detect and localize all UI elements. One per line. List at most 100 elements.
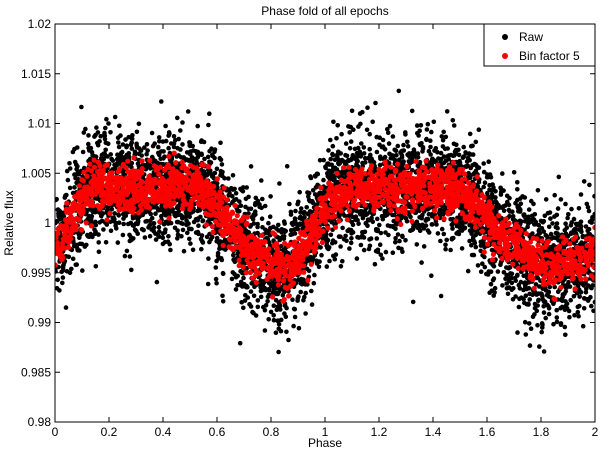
raw-point	[367, 131, 373, 137]
raw-point	[127, 232, 132, 238]
raw-point	[131, 236, 136, 241]
raw-point	[156, 135, 162, 140]
raw-point	[304, 205, 310, 210]
raw-point	[587, 182, 592, 188]
raw-point	[500, 283, 505, 288]
raw-point	[310, 256, 316, 262]
raw-point	[283, 228, 289, 234]
raw-point	[127, 254, 133, 259]
raw-point	[564, 285, 569, 290]
raw-point	[166, 234, 171, 239]
raw-point	[315, 171, 321, 177]
raw-point	[592, 299, 595, 305]
raw-point	[401, 159, 406, 164]
raw-point	[278, 307, 283, 312]
raw-point	[527, 343, 533, 348]
raw-point	[108, 152, 113, 157]
raw-point	[87, 148, 92, 153]
raw-point	[199, 151, 204, 157]
raw-point	[251, 293, 257, 299]
raw-point	[123, 137, 128, 142]
raw-point	[121, 221, 126, 227]
raw-point	[212, 180, 217, 185]
raw-point	[332, 256, 338, 262]
raw-point	[378, 252, 384, 258]
raw-point	[187, 142, 192, 148]
raw-point	[443, 158, 449, 164]
raw-point	[243, 204, 248, 210]
raw-point	[443, 242, 448, 248]
raw-point	[213, 265, 219, 270]
raw-point	[324, 240, 330, 245]
raw-point	[491, 276, 497, 281]
raw-point	[281, 219, 287, 224]
raw-point	[98, 133, 103, 139]
raw-point	[193, 149, 199, 154]
raw-point	[81, 165, 87, 171]
raw-point	[551, 321, 556, 327]
raw-point	[535, 323, 540, 328]
raw-point	[546, 311, 552, 317]
raw-point	[218, 140, 223, 146]
raw-point	[109, 206, 115, 212]
raw-point	[332, 157, 338, 162]
raw-point	[374, 149, 380, 155]
raw-point	[275, 318, 280, 324]
raw-point	[143, 219, 148, 224]
raw-point	[255, 230, 260, 236]
raw-point	[205, 154, 211, 160]
raw-point	[198, 214, 203, 220]
raw-point	[481, 161, 487, 166]
raw-point	[486, 159, 492, 164]
raw-point	[441, 129, 447, 135]
raw-point	[233, 287, 239, 292]
raw-point	[583, 290, 589, 295]
raw-point	[157, 139, 162, 144]
raw-point	[307, 198, 313, 204]
raw-point	[577, 294, 582, 299]
raw-point	[361, 145, 367, 150]
raw-point	[121, 155, 127, 160]
raw-point	[306, 268, 312, 274]
raw-point	[456, 152, 462, 158]
raw-point	[273, 330, 279, 336]
raw-point	[273, 290, 278, 296]
raw-point	[77, 248, 82, 253]
raw-point	[367, 237, 372, 242]
raw-point	[99, 156, 104, 162]
raw-point	[532, 301, 538, 307]
raw-point	[539, 226, 545, 231]
raw-point	[90, 209, 96, 215]
raw-point	[96, 249, 102, 255]
raw-point	[365, 105, 370, 110]
raw-point	[169, 141, 174, 146]
raw-point	[590, 215, 595, 220]
raw-point	[65, 177, 71, 183]
raw-point	[531, 201, 536, 207]
raw-point	[321, 157, 327, 163]
raw-point	[308, 174, 313, 179]
raw-point	[571, 228, 577, 234]
raw-point	[103, 240, 109, 245]
raw-point	[405, 144, 411, 149]
raw-point	[504, 286, 510, 291]
raw-point	[237, 209, 242, 214]
raw-point	[257, 202, 262, 207]
raw-point	[541, 298, 547, 304]
raw-point	[126, 151, 132, 156]
raw-point	[99, 218, 105, 224]
raw-point	[145, 148, 150, 153]
raw-point	[472, 239, 477, 244]
raw-point	[394, 153, 399, 158]
raw-point	[488, 269, 494, 275]
raw-point	[328, 137, 333, 143]
raw-point	[124, 143, 130, 148]
raw-point	[400, 234, 405, 240]
raw-point	[151, 221, 157, 226]
raw-point	[513, 278, 518, 284]
raw-point	[492, 290, 497, 295]
raw-point	[213, 276, 219, 282]
raw-point	[184, 218, 189, 223]
raw-point	[149, 130, 155, 136]
raw-point	[142, 145, 147, 150]
